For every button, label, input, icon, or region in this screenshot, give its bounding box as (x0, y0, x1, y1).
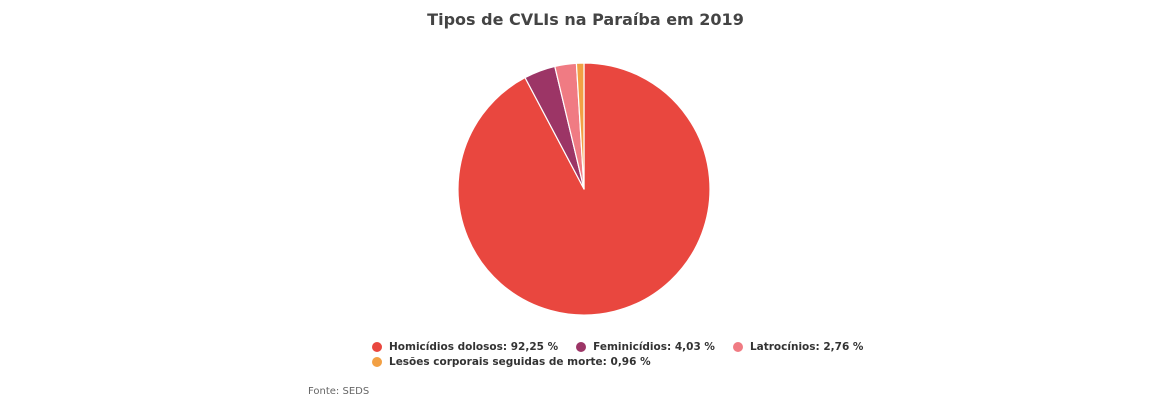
chart-title: Tipos de CVLIs na Paraíba em 2019 (427, 10, 744, 29)
legend-value-latrocinios: 2,76 % (823, 340, 864, 353)
legend-dot-feminicidios (576, 341, 587, 352)
pie-slice-lesoes[interactable] (575, 62, 585, 190)
legend-value-homicidios: 92,25 % (510, 340, 559, 353)
legend: Homicídios dolosos: 92,25 % Feminicídios… (372, 339, 863, 369)
legend-row-1: Homicídios dolosos: 92,25 % Feminicídios… (372, 339, 863, 354)
legend-value-feminicidios: 4,03 % (674, 340, 715, 353)
source-note: Fonte: SEDS (308, 386, 370, 397)
legend-row-2: Lesões corporais seguidas de morte: 0,96… (372, 354, 832, 369)
legend-label-feminicidios: Feminicídios (593, 340, 667, 353)
legend-dot-latrocinios (732, 341, 743, 352)
legend-item-latrocinios[interactable]: Latrocínios: 2,76 % (732, 340, 864, 353)
legend-item-lesoes[interactable]: Lesões corporais seguidas de morte: 0,96… (372, 356, 651, 368)
legend-label-lesoes: Lesões corporais seguidas de morte (389, 355, 603, 368)
legend-item-homicidios[interactable]: Homicídios dolosos: 92,25 % (372, 341, 558, 353)
legend-dot-lesoes (372, 356, 382, 367)
legend-label-latrocinios: Latrocínios (749, 340, 816, 353)
legend-label-homicidios: Homicídios dolosos (389, 340, 503, 353)
legend-dot-homicidios (372, 341, 382, 352)
legend-value-lesoes: 0,96 % (610, 355, 651, 368)
legend-item-feminicidios[interactable]: Feminicídios: 4,03 % (576, 341, 715, 353)
